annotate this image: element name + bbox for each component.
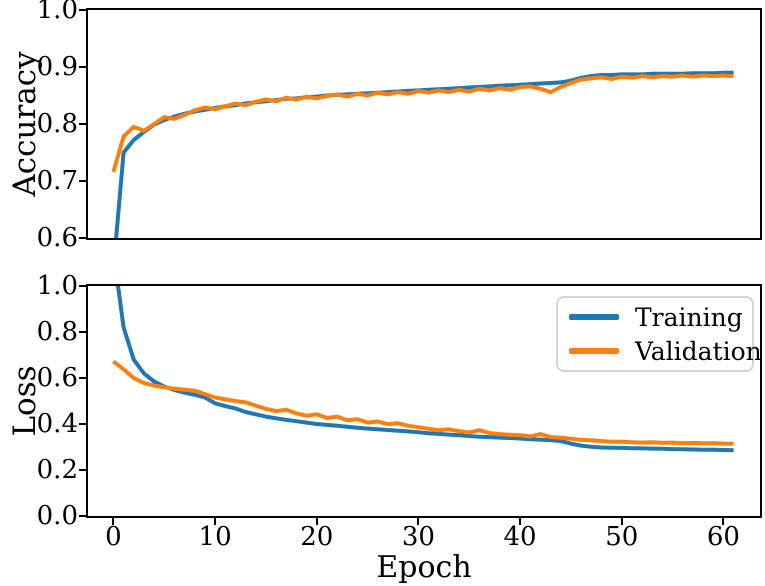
validation-line (111, 73, 734, 173)
y-tick-label: 0.9 (36, 52, 78, 82)
x-tick-mark (214, 518, 217, 525)
training-line-swatch (569, 314, 619, 320)
training-line (114, 70, 734, 238)
y-tick-mark (79, 469, 86, 471)
x-tick-mark (315, 518, 318, 525)
epoch-axis-label: Epoch (376, 550, 472, 585)
y-tick-mark (79, 9, 86, 11)
legend-label-training: Training (635, 302, 743, 332)
y-tick-mark (79, 515, 86, 517)
x-tick-label: 10 (198, 522, 232, 552)
legend-item-training: Training (569, 304, 752, 331)
x-tick-label: 20 (300, 522, 334, 552)
y-tick-label: 0.2 (36, 455, 78, 485)
x-tick-label: 40 (503, 522, 537, 552)
y-tick-label: 1.0 (36, 0, 78, 25)
y-tick-label: 0.8 (36, 317, 78, 347)
x-tick-label: 30 (401, 522, 435, 552)
y-tick-mark (79, 331, 86, 333)
x-tick-mark (112, 518, 115, 525)
y-tick-mark (79, 66, 86, 68)
y-tick-mark (79, 123, 86, 125)
validation-line-swatch (569, 348, 619, 354)
y-tick-label: 0.8 (36, 109, 78, 139)
x-tick-label: 60 (706, 522, 740, 552)
y-tick-label: 1.0 (36, 271, 78, 301)
loss-chart-canvas (112, 286, 734, 453)
legend: Training Validation (556, 296, 762, 372)
y-tick-mark (79, 423, 86, 425)
x-tick-label: 0 (105, 522, 122, 552)
x-tick-mark (722, 518, 725, 525)
y-tick-mark (79, 180, 86, 182)
x-tick-mark (620, 518, 623, 525)
validation-line (112, 359, 734, 446)
training-line (116, 286, 734, 453)
legend-item-validation: Validation (569, 338, 762, 365)
y-tick-label: 0.6 (36, 363, 78, 393)
accuracy-chart-canvas (111, 70, 734, 238)
x-tick-mark (417, 518, 420, 525)
y-tick-label: 0.0 (36, 501, 78, 531)
y-tick-label: 0.6 (36, 223, 78, 253)
y-tick-label: 0.7 (36, 166, 78, 196)
y-tick-mark (79, 377, 86, 379)
x-tick-label: 50 (605, 522, 639, 552)
y-tick-mark (79, 237, 86, 239)
y-tick-mark (79, 285, 86, 287)
y-tick-label: 0.4 (36, 409, 78, 439)
accuracy-plot-area (86, 8, 762, 240)
x-tick-mark (519, 518, 522, 525)
legend-label-validation: Validation (635, 336, 762, 366)
